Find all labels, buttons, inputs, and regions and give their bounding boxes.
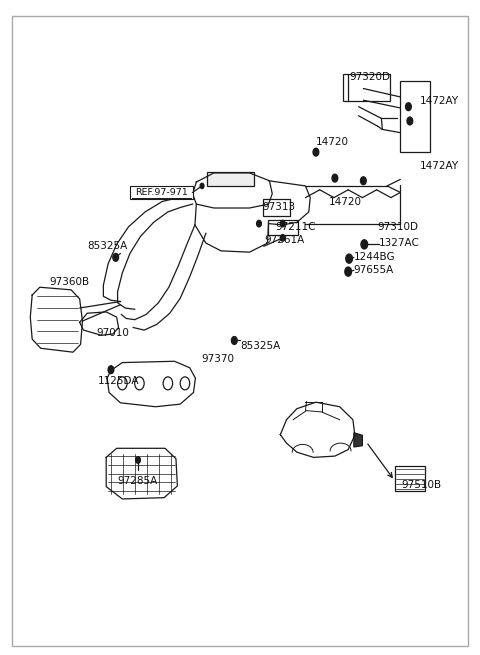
Polygon shape xyxy=(354,433,362,447)
Bar xyxy=(207,172,254,186)
Text: 85325A: 85325A xyxy=(240,341,280,350)
Text: 1472AY: 1472AY xyxy=(420,161,459,172)
Circle shape xyxy=(200,183,204,189)
Text: 97360B: 97360B xyxy=(49,277,89,287)
Text: 1472AY: 1472AY xyxy=(420,96,459,107)
Bar xyxy=(130,186,192,199)
Bar xyxy=(400,81,430,152)
Circle shape xyxy=(361,240,368,249)
Circle shape xyxy=(407,117,413,125)
Text: 14720: 14720 xyxy=(329,196,362,206)
Text: 97320D: 97320D xyxy=(349,72,390,82)
Bar xyxy=(395,466,425,491)
Bar xyxy=(267,219,298,235)
Text: 97313: 97313 xyxy=(263,202,296,212)
Text: 97211C: 97211C xyxy=(275,223,316,233)
Circle shape xyxy=(360,177,366,185)
Circle shape xyxy=(332,174,338,182)
Bar xyxy=(343,74,390,102)
Circle shape xyxy=(136,457,140,463)
Circle shape xyxy=(231,337,237,345)
Bar xyxy=(263,199,290,215)
Circle shape xyxy=(113,253,119,261)
Circle shape xyxy=(313,148,319,156)
Text: 14720: 14720 xyxy=(316,137,349,147)
Circle shape xyxy=(406,103,411,111)
Text: 1327AC: 1327AC xyxy=(379,238,420,248)
Text: 85325A: 85325A xyxy=(87,240,128,251)
Text: 97010: 97010 xyxy=(96,328,130,338)
Circle shape xyxy=(346,254,352,263)
Text: 1125DA: 1125DA xyxy=(97,376,139,386)
Circle shape xyxy=(345,267,351,276)
Circle shape xyxy=(257,220,261,227)
Text: 97655A: 97655A xyxy=(354,265,394,275)
Text: 97370: 97370 xyxy=(201,354,234,364)
Text: 97261A: 97261A xyxy=(264,236,305,246)
Text: 97510B: 97510B xyxy=(401,479,442,490)
Circle shape xyxy=(280,234,285,241)
Text: REF.97-971: REF.97-971 xyxy=(135,188,188,197)
Text: 1244BG: 1244BG xyxy=(354,252,396,263)
Text: 97310D: 97310D xyxy=(378,223,419,233)
Text: 97285A: 97285A xyxy=(118,476,158,485)
Circle shape xyxy=(280,220,285,227)
Circle shape xyxy=(108,365,114,373)
